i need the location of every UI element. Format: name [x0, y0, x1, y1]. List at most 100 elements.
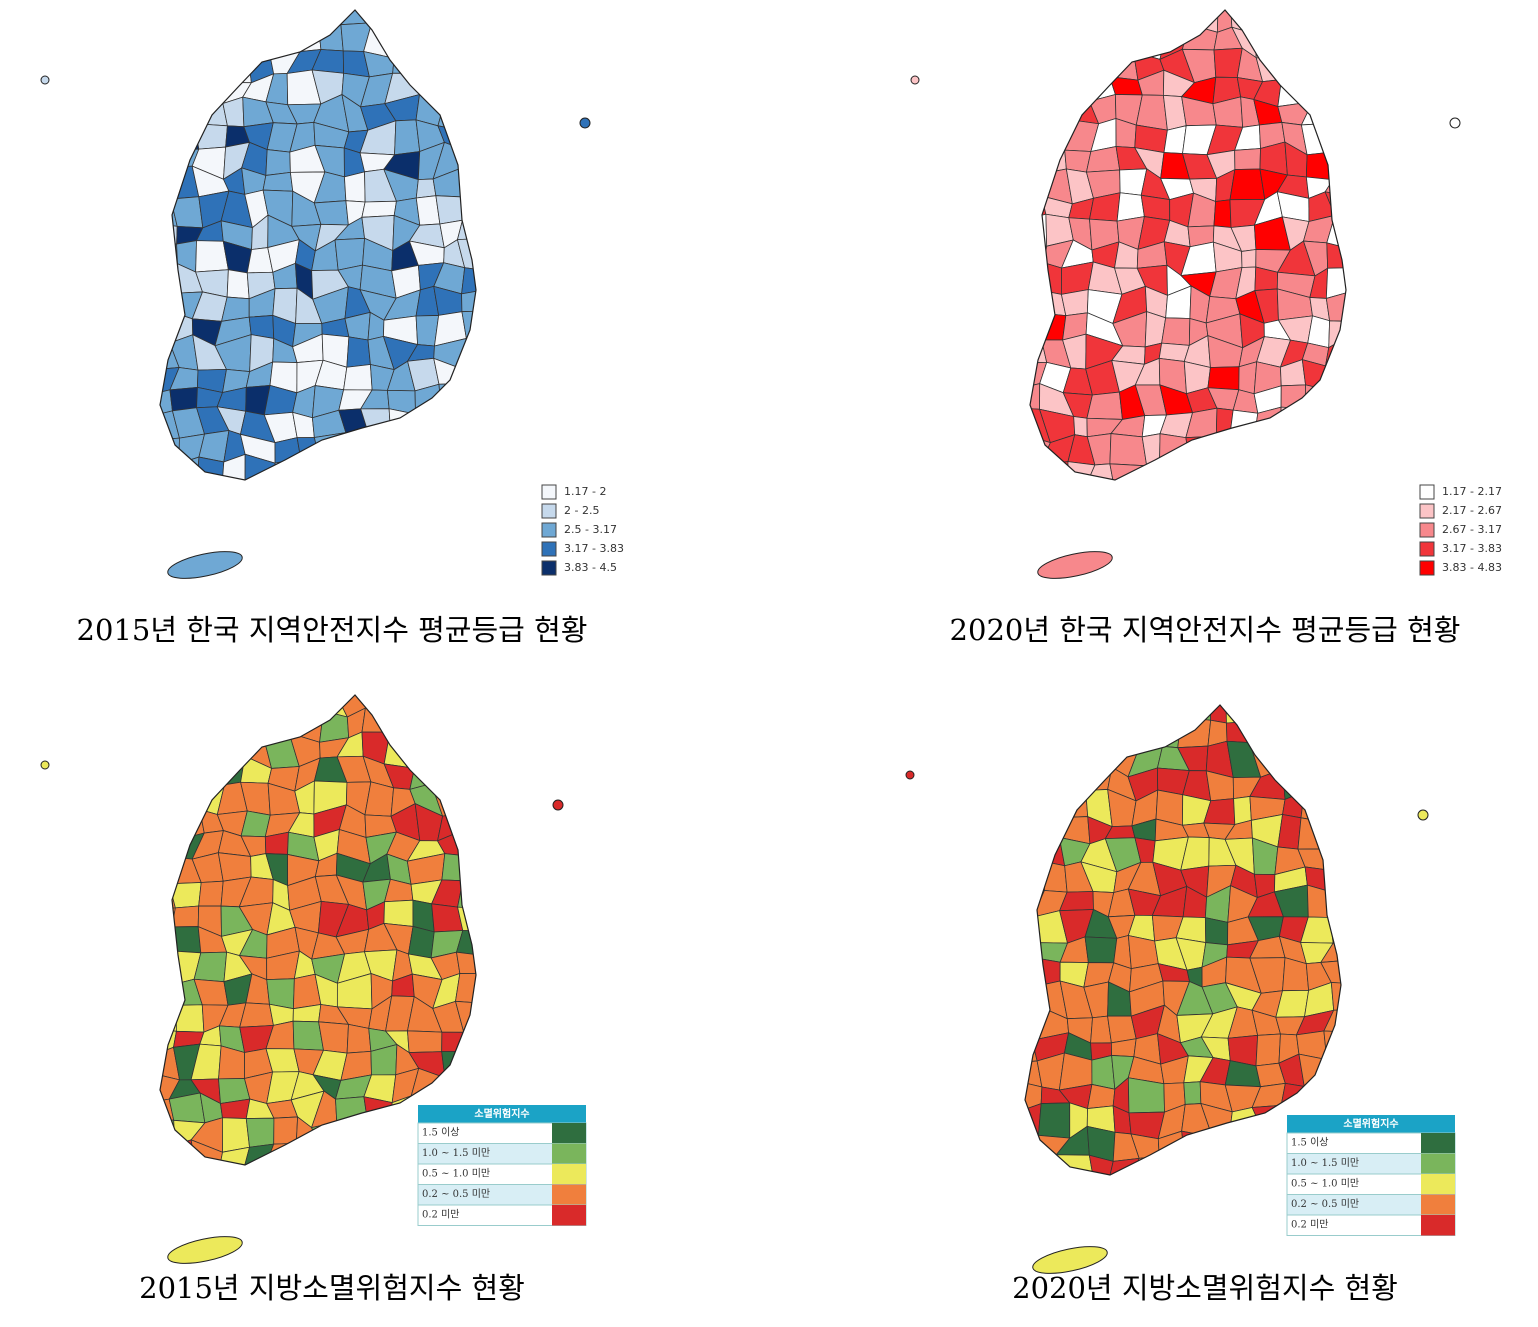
region: [389, 715, 422, 734]
region: [1073, 416, 1088, 438]
region: [1206, 481, 1238, 513]
region: [465, 99, 476, 132]
region: [1301, 439, 1339, 460]
region: [272, 10, 300, 35]
legend-swatch: [1419, 522, 1435, 538]
region: [364, 1120, 393, 1153]
legend-label: 3.17 - 3.83: [1442, 542, 1502, 555]
region: [175, 123, 200, 150]
region: [312, 1170, 343, 1192]
region: [219, 10, 253, 31]
region: [1030, 171, 1052, 199]
region: [1186, 481, 1218, 513]
region: [430, 707, 467, 740]
region: [389, 695, 422, 717]
ulleungdo: [1449, 117, 1461, 129]
region: [461, 828, 476, 856]
region: [1322, 843, 1341, 874]
legend-label: 2.67 - 3.17: [1442, 523, 1502, 536]
region: [1127, 1077, 1165, 1114]
region: [1253, 429, 1290, 469]
region: [160, 462, 180, 480]
region: [1204, 917, 1229, 946]
region: [1232, 483, 1265, 514]
region: [339, 1147, 366, 1165]
region: [1084, 936, 1118, 964]
region: [1025, 770, 1043, 800]
region: [1025, 794, 1041, 822]
region: [1025, 1154, 1044, 1175]
region: [437, 10, 465, 27]
region: [462, 755, 476, 792]
region: [320, 462, 344, 480]
island: [910, 75, 920, 85]
region: [1116, 28, 1144, 56]
region: [1062, 765, 1091, 792]
region: [160, 857, 179, 885]
jeju: [167, 551, 243, 579]
legend-label: 1.0 ~ 1.5 미만: [1291, 1157, 1359, 1169]
region: [1228, 1125, 1261, 1159]
region: [1040, 461, 1069, 480]
legend-swatch: [1421, 1133, 1455, 1154]
caption: 2015년 한국 지역안전지수 평균등급 현황: [77, 613, 588, 647]
region: [1025, 986, 1043, 1019]
region: [222, 1117, 250, 1153]
region: [160, 241, 178, 271]
region: [1205, 457, 1244, 480]
region: [457, 1066, 476, 1101]
region: [172, 48, 205, 84]
region: [1060, 48, 1092, 81]
region: [461, 733, 476, 764]
legend-label: 1.17 - 2.17: [1442, 485, 1502, 498]
region: [1025, 1007, 1043, 1041]
region: [1323, 1030, 1341, 1061]
region: [465, 119, 476, 156]
region: [1128, 1183, 1160, 1210]
region: [1025, 838, 1046, 863]
region: [219, 1163, 246, 1165]
region: [1088, 463, 1116, 480]
region: [1312, 79, 1339, 109]
region: [160, 779, 179, 811]
region: [318, 24, 344, 52]
region: [1042, 74, 1075, 108]
region: [1079, 725, 1118, 756]
region: [1088, 477, 1119, 480]
legend-label: 2.17 - 2.67: [1442, 504, 1502, 517]
region: [1137, 726, 1163, 752]
region: [1142, 10, 1167, 33]
legend-label: 1.5 이상: [422, 1127, 459, 1139]
caption: 2015년 지방소멸위험지수 현황: [139, 1271, 525, 1305]
region: [245, 695, 274, 721]
region: [1302, 705, 1328, 732]
region: [245, 719, 274, 737]
region: [1115, 489, 1145, 513]
region: [1117, 705, 1143, 731]
region: [461, 707, 476, 738]
region: [160, 10, 180, 28]
region: [1030, 463, 1042, 480]
legend-swatch: [552, 1164, 586, 1185]
region: [167, 926, 202, 954]
region: [160, 948, 172, 986]
region: [434, 695, 467, 719]
region: [1284, 456, 1306, 480]
region: [461, 310, 476, 339]
region: [1279, 26, 1314, 61]
region: [217, 852, 252, 882]
region: [461, 149, 476, 175]
region: [1305, 484, 1334, 511]
island: [40, 760, 50, 770]
region: [1039, 10, 1075, 35]
island: [905, 770, 915, 780]
region: [1325, 869, 1341, 893]
region: [1025, 813, 1041, 850]
region: [1030, 74, 1047, 108]
region: [216, 719, 250, 734]
map-panel: [910, 9, 1461, 579]
region: [430, 755, 469, 792]
region: [166, 77, 195, 108]
region: [1254, 26, 1284, 61]
region: [192, 51, 228, 84]
